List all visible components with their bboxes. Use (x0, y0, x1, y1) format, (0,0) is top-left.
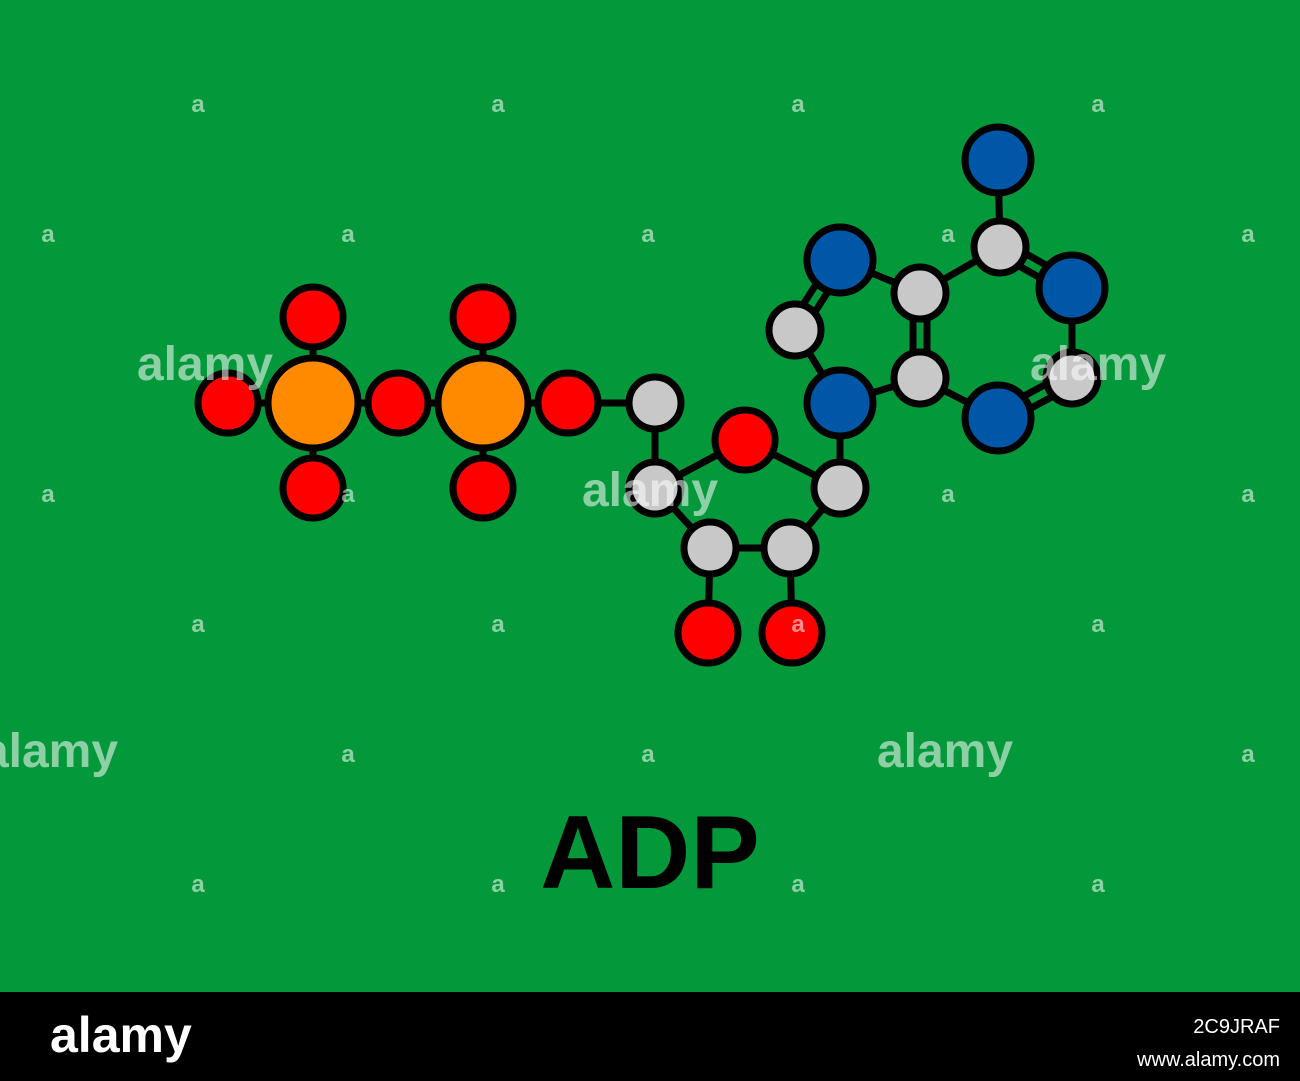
watermark-mark: a (641, 221, 655, 248)
watermarks: a a a a a a a a a a a a a a a a a a a a a a a a alamy alamy alamy a… (0, 91, 1255, 898)
footer-bar (0, 992, 1300, 1081)
title: ADP (540, 795, 760, 911)
watermark-mark: a (41, 221, 55, 248)
atom (279, 283, 347, 351)
watermark-logo: alamy (137, 338, 273, 391)
atom (810, 458, 870, 518)
atom (264, 354, 362, 452)
atom (758, 599, 826, 667)
watermark-mark: a (941, 481, 955, 508)
watermark-mark: a (791, 91, 805, 118)
watermark-logo: alamy (877, 725, 1013, 778)
atom (364, 369, 432, 437)
atom (1042, 348, 1102, 408)
watermark-mark: a (1241, 221, 1255, 248)
watermark-logo: alamy (582, 464, 718, 517)
atom (674, 599, 742, 667)
watermark-mark: a (341, 741, 355, 768)
image-id: 2C9JRAF (1193, 1016, 1280, 1038)
watermark-logo: alamy (0, 725, 118, 778)
atom (449, 454, 517, 522)
watermark-mark: a (1241, 481, 1255, 508)
watermark-mark: a (491, 611, 505, 638)
atom (625, 458, 685, 518)
footer-logo: alamy (50, 1007, 192, 1063)
atom (711, 406, 779, 474)
atom (279, 454, 347, 522)
atom (1035, 251, 1109, 325)
watermark-mark: a (1091, 871, 1105, 898)
watermark-mark: a (491, 91, 505, 118)
watermark-mark: a (1091, 611, 1105, 638)
watermark-mark: a (41, 481, 55, 508)
watermark-mark: a (341, 221, 355, 248)
watermark-mark: a (191, 611, 205, 638)
atom (890, 263, 950, 323)
atom (890, 348, 950, 408)
watermark-logo: alamy (1030, 338, 1166, 391)
atoms (194, 123, 1109, 667)
atom (194, 369, 262, 437)
watermark-mark: a (491, 871, 505, 898)
watermark-mark: a (191, 871, 205, 898)
atom (803, 223, 877, 297)
watermark-mark: a (1241, 741, 1255, 768)
atom (449, 283, 517, 351)
atom (961, 123, 1035, 197)
atom (765, 300, 825, 360)
watermark-mark: a (941, 221, 955, 248)
watermark-mark: a (791, 611, 805, 638)
atom (760, 518, 820, 578)
atom (534, 369, 602, 437)
watermark-mark: a (341, 481, 355, 508)
watermark-mark: a (641, 741, 655, 768)
watermark-mark: a (191, 91, 205, 118)
watermark-mark: a (791, 871, 805, 898)
atom (961, 381, 1035, 455)
watermark-mark: a (1091, 91, 1105, 118)
atom (803, 366, 877, 440)
url: www.alamy.com (1136, 1049, 1280, 1071)
atom (970, 217, 1030, 277)
atom (434, 354, 532, 452)
atom (625, 373, 685, 433)
atom (680, 518, 740, 578)
